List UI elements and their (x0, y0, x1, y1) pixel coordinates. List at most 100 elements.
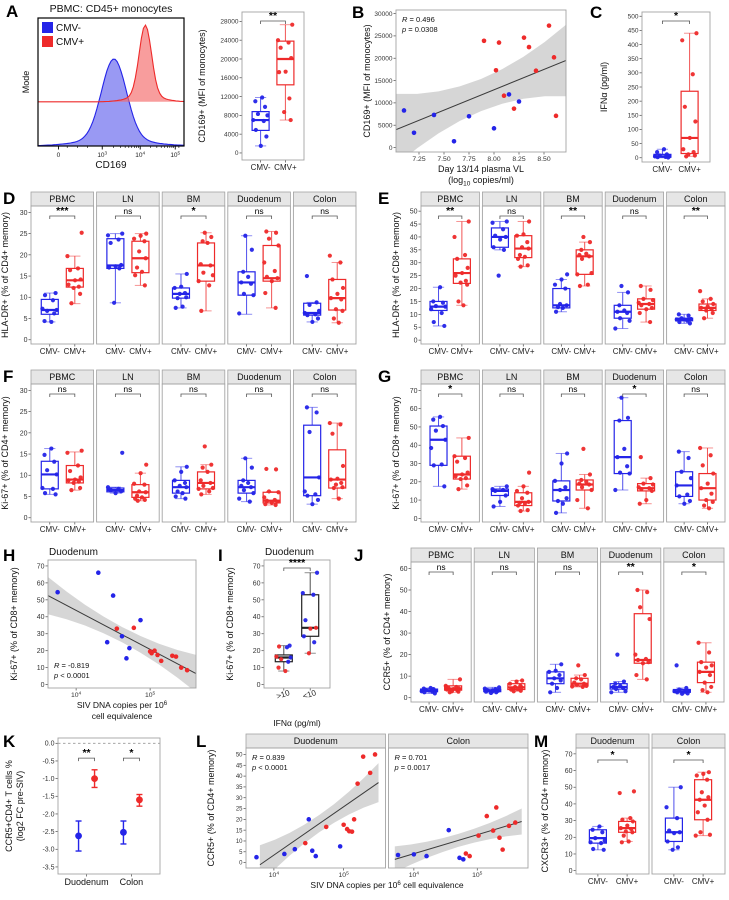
data-point (564, 496, 569, 501)
data-point (525, 240, 530, 245)
panel-border (245, 747, 386, 869)
data-point (490, 220, 495, 225)
data-point (649, 488, 654, 494)
data-point (196, 279, 201, 284)
svg-text:Ki-67+ (% of CD4+ memory): Ki-67+ (% of CD4+ memory) (0, 396, 10, 510)
data-point (463, 851, 469, 856)
data-point (579, 485, 585, 490)
svg-text:30: 30 (400, 631, 408, 638)
data-point (504, 219, 509, 224)
data-point (503, 493, 508, 498)
significance-bracket (311, 393, 338, 397)
data-point (440, 300, 446, 305)
data-point (501, 93, 507, 99)
data-point (124, 656, 129, 661)
svg-text:CMV-: CMV- (613, 525, 633, 534)
data-point (444, 687, 449, 692)
svg-text:0: 0 (635, 155, 639, 162)
data-point (522, 501, 527, 506)
data-point (452, 454, 457, 459)
svg-text:Colon: Colon (684, 372, 708, 382)
data-point (462, 252, 468, 258)
panel-border (604, 205, 665, 345)
panel-border (481, 383, 542, 523)
data-point (134, 493, 140, 498)
svg-text:CMV+: CMV+ (260, 347, 283, 356)
svg-text:-0.5: -0.5 (42, 758, 54, 765)
data-point (676, 312, 681, 317)
svg-text:100: 100 (628, 127, 639, 134)
data-point (514, 679, 519, 684)
svg-text:CMV+: CMV+ (129, 525, 152, 534)
svg-text:104: 104 (71, 690, 82, 699)
data-point (613, 326, 618, 331)
significance-bracket (499, 393, 524, 397)
panel-c-ifna-boxplot: 0 50 100 150 200 250 300 350 400 450 500 IFNα (pg/m… (599, 10, 711, 174)
data-point (565, 272, 570, 277)
box (328, 449, 347, 489)
svg-text:30: 30 (236, 796, 243, 802)
data-point (209, 234, 214, 240)
svg-text:40: 40 (37, 614, 45, 621)
data-point (661, 147, 667, 152)
data-point (433, 303, 438, 309)
svg-text:8.00: 8.00 (487, 156, 500, 163)
data-point (258, 143, 263, 149)
svg-text:500: 500 (628, 14, 639, 21)
svg-text:5: 5 (24, 494, 28, 501)
data-point (138, 617, 143, 623)
data-point (585, 282, 590, 287)
data-point (696, 640, 701, 645)
data-point (639, 486, 644, 492)
data-point (559, 461, 564, 466)
svg-text:LN: LN (122, 194, 134, 204)
panel-label-i: I (218, 546, 223, 565)
confidence-band (48, 577, 196, 688)
data-point (674, 663, 679, 668)
svg-text:10: 10 (20, 295, 28, 302)
data-point (120, 450, 125, 455)
data-point (198, 262, 203, 267)
data-point (243, 456, 248, 461)
data-point (184, 464, 189, 469)
svg-text:60: 60 (37, 580, 45, 587)
data-point (684, 154, 689, 159)
data-point (457, 855, 462, 861)
svg-text:0: 0 (257, 682, 261, 689)
data-point (351, 817, 357, 822)
data-point (327, 420, 332, 426)
svg-text:0: 0 (404, 695, 408, 702)
panel-border (604, 383, 665, 523)
data-point (476, 833, 481, 838)
svg-text:7.50: 7.50 (437, 156, 450, 163)
box (303, 424, 322, 497)
svg-text:*: * (692, 561, 697, 573)
data-point (679, 316, 684, 321)
data-point (641, 296, 646, 301)
svg-text:7.25: 7.25 (412, 156, 425, 163)
data-point (465, 470, 470, 475)
data-point (687, 498, 693, 504)
data-point (208, 263, 213, 268)
svg-text:(log2 FC pre-SIV): (log2 FC pre-SIV) (15, 771, 25, 842)
svg-text:ns: ns (255, 206, 264, 216)
box (106, 238, 125, 270)
data-point (496, 273, 501, 278)
data-point (309, 848, 315, 854)
data-point (617, 470, 623, 475)
panel-border (241, 11, 305, 161)
data-point (621, 679, 627, 684)
stat-annotation: p < 0.0001 (251, 763, 288, 772)
data-point (533, 68, 539, 74)
data-point (179, 469, 184, 474)
data-point (155, 652, 160, 658)
data-point (262, 495, 267, 500)
data-point (645, 590, 650, 595)
panel-border (481, 205, 542, 345)
data-point (638, 283, 643, 289)
data-point (265, 113, 270, 118)
data-point (622, 308, 627, 313)
svg-text:CD169: CD169 (95, 160, 127, 171)
significance-bracket (683, 393, 708, 397)
data-point (208, 480, 213, 486)
